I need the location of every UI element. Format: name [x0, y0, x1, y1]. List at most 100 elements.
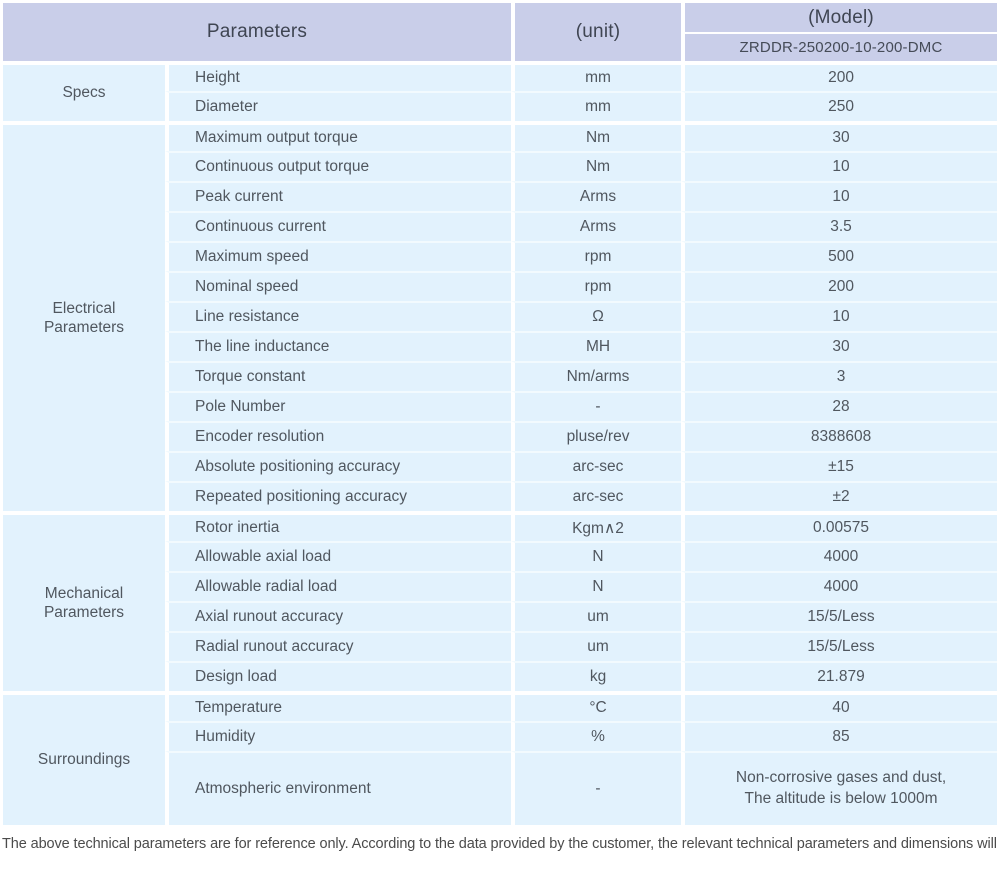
param-cell: Nominal speed: [165, 271, 512, 301]
unit-cell: N: [511, 541, 682, 571]
value-cell: 200: [681, 271, 998, 301]
table-row: The line inductance MH 30: [3, 331, 998, 361]
param-cell: Diameter: [165, 91, 512, 121]
header-model: (Model): [681, 3, 998, 32]
unit-cell: MH: [511, 331, 682, 361]
table-row: Allowable axial load N 4000: [3, 541, 998, 571]
unit-cell: -: [511, 751, 682, 825]
param-cell: Continuous output torque: [165, 151, 512, 181]
value-cell: 4000: [681, 541, 998, 571]
table-row: Design load kg 21.879: [3, 661, 998, 691]
table-row: Mechanical Parameters Rotor inertia Kgm∧…: [3, 511, 998, 691]
value-cell: 10: [681, 151, 998, 181]
table-row: Diameter mm 250: [3, 91, 998, 121]
param-cell: Design load: [165, 661, 512, 691]
param-cell: Allowable radial load: [165, 571, 512, 601]
unit-cell: pluse/rev: [511, 421, 682, 451]
table-row: Peak current Arms 10: [3, 181, 998, 211]
group-cell-surroundings: Surroundings: [3, 691, 165, 825]
value-cell: 8388608: [681, 421, 998, 451]
value-cell: 85: [681, 721, 998, 751]
unit-cell: Kgm∧2: [511, 511, 682, 541]
value-cell: 15/5/Less: [681, 601, 998, 631]
value-cell: 10: [681, 181, 998, 211]
value-cell: 500: [681, 241, 998, 271]
value-cell: 30: [681, 331, 998, 361]
table-row: Line resistance Ω 10: [3, 301, 998, 331]
table-row: Continuous output torque Nm 10: [3, 151, 998, 181]
table-row: Electrical Parameters Maximum output tor…: [3, 121, 998, 511]
unit-cell: N: [511, 571, 682, 601]
table-row: Absolute positioning accuracy arc-sec ±1…: [3, 451, 998, 481]
unit-cell: mm: [511, 61, 682, 91]
param-cell: Maximum speed: [165, 241, 512, 271]
value-cell: Non-corrosive gases and dust, The altitu…: [681, 751, 998, 825]
value-cell: 21.879: [681, 661, 998, 691]
unit-cell: °C: [511, 691, 682, 721]
value-cell: 0.00575: [681, 511, 998, 541]
unit-cell: arc-sec: [511, 451, 682, 481]
header-parameters: Parameters: [3, 3, 512, 61]
table-row: Nominal speed rpm 200: [3, 271, 998, 301]
param-cell: Rotor inertia: [165, 511, 512, 541]
param-cell: Radial runout accuracy: [165, 631, 512, 661]
table-row: Repeated positioning accuracy arc-sec ±2: [3, 481, 998, 511]
value-cell: 10: [681, 301, 998, 331]
value-cell: 15/5/Less: [681, 631, 998, 661]
unit-cell: um: [511, 631, 682, 661]
unit-cell: um: [511, 601, 682, 631]
value-cell: ±2: [681, 481, 998, 511]
table-row: Surroundings Temperature °C 40: [3, 691, 998, 825]
footer-note: The above technical parameters are for r…: [2, 836, 1000, 852]
unit-cell: Nm: [511, 151, 682, 181]
table-row: Torque constant Nm/arms 3: [3, 361, 998, 391]
spec-sheet: Parameters (unit) (Model) ZRDDR-250200-1…: [3, 3, 998, 825]
value-cell: 4000: [681, 571, 998, 601]
param-cell: Torque constant: [165, 361, 512, 391]
unit-cell: arc-sec: [511, 481, 682, 511]
param-cell: Continuous current: [165, 211, 512, 241]
param-cell: Atmospheric environment: [165, 751, 512, 825]
param-cell: Pole Number: [165, 391, 512, 421]
table-row: Atmospheric environment - Non-corrosive …: [3, 751, 998, 825]
table-row: Axial runout accuracy um 15/5/Less: [3, 601, 998, 631]
param-cell: Maximum output torque: [165, 121, 512, 151]
header-unit: (unit): [511, 3, 682, 61]
header-row: Parameters (unit) (Model): [3, 3, 998, 61]
spec-table: Parameters (unit) (Model) ZRDDR-250200-1…: [3, 3, 998, 825]
param-cell: Humidity: [165, 721, 512, 751]
param-cell: Temperature: [165, 691, 512, 721]
group-cell-mechanical: Mechanical Parameters: [3, 511, 165, 691]
unit-cell: rpm: [511, 241, 682, 271]
value-cell: 28: [681, 391, 998, 421]
param-cell: Axial runout accuracy: [165, 601, 512, 631]
unit-cell: Arms: [511, 211, 682, 241]
unit-cell: kg: [511, 661, 682, 691]
table-row: Radial runout accuracy um 15/5/Less: [3, 631, 998, 661]
param-cell: Encoder resolution: [165, 421, 512, 451]
value-cell: 40: [681, 691, 998, 721]
unit-cell: Nm: [511, 121, 682, 151]
value-cell: 3: [681, 361, 998, 391]
value-cell: 250: [681, 91, 998, 121]
param-cell: Line resistance: [165, 301, 512, 331]
unit-cell: Nm/arms: [511, 361, 682, 391]
param-cell: Peak current: [165, 181, 512, 211]
value-cell: ±15: [681, 451, 998, 481]
value-cell: 3.5: [681, 211, 998, 241]
group-cell-specs: Specs: [3, 61, 165, 121]
param-cell: Height: [165, 61, 512, 91]
header-model-code: ZRDDR-250200-10-200-DMC: [681, 32, 998, 61]
param-cell: Allowable axial load: [165, 541, 512, 571]
table-row: Maximum speed rpm 500: [3, 241, 998, 271]
group-cell-electrical: Electrical Parameters: [3, 121, 165, 511]
unit-cell: Ω: [511, 301, 682, 331]
param-cell: Absolute positioning accuracy: [165, 451, 512, 481]
param-cell: The line inductance: [165, 331, 512, 361]
param-cell: Repeated positioning accuracy: [165, 481, 512, 511]
unit-cell: rpm: [511, 271, 682, 301]
table-row: Humidity % 85: [3, 721, 998, 751]
unit-cell: -: [511, 391, 682, 421]
table-row: Pole Number - 28: [3, 391, 998, 421]
table-row: Specs Height mm 200: [3, 61, 998, 121]
